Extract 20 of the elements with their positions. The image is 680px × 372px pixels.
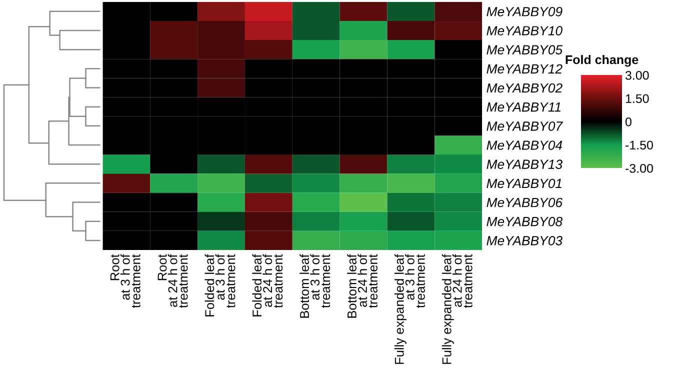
y-tick-label: MeYABBY03 [486,236,562,246]
color-bar-title: Fold change [566,54,638,67]
y-tick-label: MeYABBY11 [486,102,560,112]
color-bar-label: -3.00 [626,164,653,173]
color-bar-label: 0 [625,117,632,126]
y-tick-label: MeYABBY12 [486,64,562,74]
color-bar-label: -1.50 [626,140,653,150]
y-tick-label: MeYABBY01 [486,178,562,188]
y-tick-label: MeYABBY02 [486,83,562,93]
y-tick-label: MeYABBY07 [486,121,563,131]
y-tick-label: MeYABBY08 [486,216,562,226]
color-bar-label: 1.50 [626,94,649,104]
y-tick-label: MeYABBY04 [486,140,562,150]
color-bar-label: 3.00 [625,70,649,80]
y-tick-label: MeYABBY05 [486,45,563,54]
y-tick-label: MeYABBY10 [486,26,562,36]
y-tick-label: MeYABBY13 [486,160,562,170]
y-tick-label: MeYABBY06 [486,198,563,208]
x-tick-label: Root at 3 h of treatment [110,254,140,308]
y-tick-label: MeYABBY09 [486,6,562,16]
